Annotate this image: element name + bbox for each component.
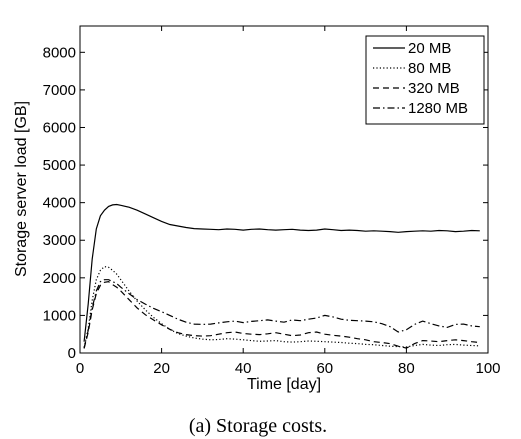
legend-label: 20 MB — [408, 40, 451, 57]
plot-frame — [79, 25, 489, 354]
legend-box — [365, 35, 485, 125]
y-tick-label: 2000 — [43, 270, 76, 287]
figure-caption: (a) Storage costs. — [189, 415, 327, 437]
series-line — [83, 203, 480, 342]
y-tick-label: 5000 — [43, 157, 76, 174]
y-tick-label: 4000 — [43, 195, 76, 212]
legend: 20 MB 80 MB 320 MB 1280 MB — [365, 35, 485, 125]
x-tick-label: 60 — [316, 360, 333, 377]
series-line — [83, 279, 480, 349]
x-tick-label: 0 — [76, 360, 84, 377]
y-tick-label: 7000 — [43, 82, 76, 99]
tick-labels: 0 20 40 60 80 1000100020003000400050006000700… — [43, 44, 501, 377]
y-tick-label: 3000 — [43, 232, 76, 249]
y-axis-title: Storage server load [GB] — [13, 101, 30, 277]
x-tick-label: 20 — [153, 360, 170, 377]
x-axis-title: Time [day] — [247, 376, 321, 393]
x-tick-label: 40 — [235, 360, 252, 377]
y-tick-label: 1000 — [43, 307, 76, 324]
y-tick-label: 8000 — [43, 44, 76, 61]
series-line — [83, 280, 480, 349]
axis-ticks — [79, 26, 489, 354]
y-tick-label: 0 — [68, 345, 76, 362]
x-tick-label: 80 — [398, 360, 415, 377]
y-tick-label: 6000 — [43, 119, 76, 136]
legend-label: 1280 MB — [408, 100, 468, 117]
series-line — [83, 265, 480, 348]
legend-label: 80 MB — [408, 60, 451, 77]
series-lines — [83, 203, 480, 349]
legend-label: 320 MB — [408, 80, 460, 97]
x-tick-label: 100 — [475, 360, 500, 377]
